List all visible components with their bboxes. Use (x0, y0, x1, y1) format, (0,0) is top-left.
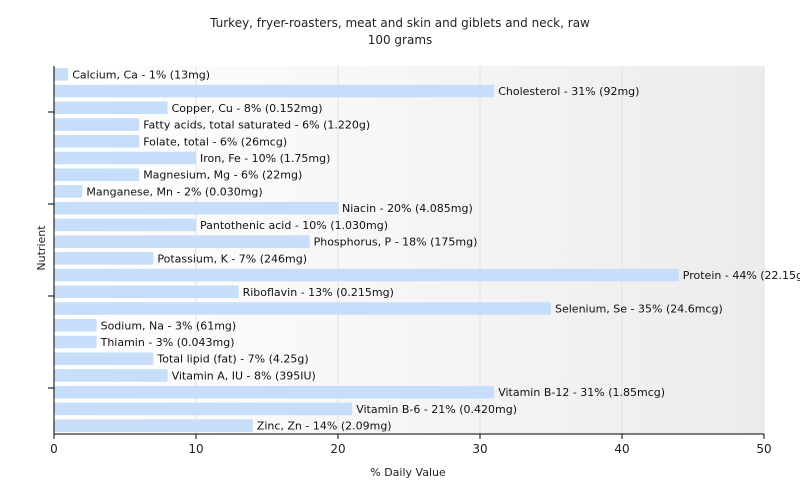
bar (54, 319, 97, 332)
bar-label: Thiamin - 3% (0.043mg) (100, 336, 235, 349)
bar (54, 235, 310, 248)
bar (54, 335, 97, 349)
x-axis-title: % Daily Value (370, 466, 446, 479)
gridlines (195, 66, 765, 434)
chart-subtitle: 100 grams (368, 33, 433, 47)
bar (54, 151, 196, 165)
bar-label: Iron, Fe - 10% (1.75mg) (200, 152, 330, 165)
x-tick-label: 50 (756, 442, 771, 456)
x-tick-label: 30 (472, 442, 487, 456)
bar-label: Protein - 44% (22.15g) (683, 269, 800, 282)
bar (54, 302, 551, 315)
bar-label: Total lipid (fat) - 7% (4.25g) (156, 353, 308, 366)
bar (54, 285, 239, 299)
bar (54, 252, 154, 265)
bar (54, 68, 69, 81)
bar-label: Vitamin A, IU - 8% (395IU) (172, 369, 316, 382)
bar-label: Calcium, Ca - 1% (13mg) (72, 68, 210, 81)
bar (54, 268, 679, 282)
bar-label: Niacin - 20% (4.085mg) (342, 202, 473, 215)
bar (54, 84, 495, 98)
bar-label: Zinc, Zn - 14% (2.09mg) (257, 420, 392, 433)
x-tick-label: 10 (188, 442, 203, 456)
chart-title: Turkey, fryer-roasters, meat and skin an… (209, 16, 590, 30)
bar (54, 135, 140, 148)
bar (54, 218, 196, 232)
x-tick-label: 20 (330, 442, 345, 456)
bar-label: Fatty acids, total saturated - 6% (1.220… (143, 119, 370, 132)
bar (54, 402, 353, 416)
y-axis-title: Nutrient (35, 225, 48, 271)
bar-label: Magnesium, Mg - 6% (22mg) (143, 169, 302, 182)
bar-label: Selenium, Se - 35% (24.6mcg) (555, 303, 723, 316)
bar (54, 385, 495, 399)
bar-label: Vitamin B-12 - 31% (1.85mcg) (498, 386, 665, 399)
bar (54, 352, 154, 365)
bar (54, 168, 140, 181)
bar (54, 201, 338, 215)
x-tick-label: 40 (614, 442, 629, 456)
bar-label: Cholesterol - 31% (92mg) (498, 85, 639, 98)
bar (54, 369, 168, 382)
bars: Calcium, Ca - 1% (13mg) Cholesterol - 31%… (54, 68, 800, 433)
bar-label: Copper, Cu - 8% (0.152mg) (172, 102, 323, 115)
bar-label: Sodium, Na - 3% (61mg) (101, 319, 237, 332)
bar-label: Folate, total - 6% (26mcg) (143, 135, 287, 148)
bar-label: Phosphorus, P - 18% (175mg) (314, 236, 478, 249)
bar-label: Pantothenic acid - 10% (1.030mg) (200, 219, 388, 232)
plot-area (54, 66, 764, 434)
axes: 0 10 20 30 40 50 (48, 66, 772, 456)
x-tick-label: 0 (50, 442, 58, 456)
bar-label: Riboflavin - 13% (0.215mg) (243, 286, 394, 299)
bar (54, 185, 83, 198)
bar (54, 101, 168, 115)
bar-label: Manganese, Mn - 2% (0.030mg) (86, 185, 262, 198)
bar-label: Potassium, K - 7% (246mg) (157, 252, 307, 265)
bar-label: Vitamin B-6 - 21% (0.420mg) (356, 403, 517, 416)
bar (54, 419, 253, 432)
bar (54, 118, 140, 131)
